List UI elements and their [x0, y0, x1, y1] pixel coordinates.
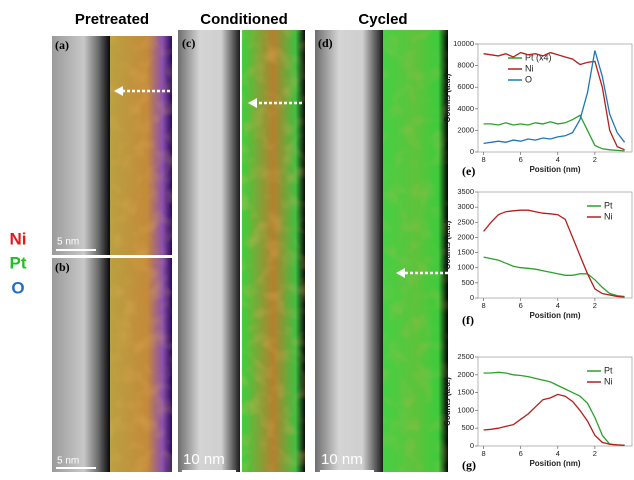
panel-label: (g) — [462, 458, 476, 472]
y-tick-label: 0 — [470, 441, 474, 450]
x-tick-label: 2 — [593, 301, 597, 310]
panel-label: (d) — [318, 36, 333, 50]
element-label: Pt — [10, 253, 27, 272]
y-tick-label: 1500 — [457, 388, 474, 397]
y-tick-label: 2000 — [457, 125, 474, 134]
y-tick-label: 2000 — [457, 370, 474, 379]
legend-label: O — [525, 74, 532, 84]
legend-label: Ni — [604, 376, 613, 386]
column-header: Pretreated — [75, 11, 149, 28]
y-axis-label: Counts (a.u.) — [443, 377, 452, 426]
y-tick-label: 3000 — [457, 202, 474, 211]
y-tick-label: 2000 — [457, 232, 474, 241]
page: {"header": {"columns": ["Pretreated", "C… — [0, 0, 634, 475]
scale-bar-label: 10 nm — [183, 451, 225, 468]
y-axis-label: Counts (a.u.) — [443, 220, 452, 269]
scale-bar-label: 5 nm — [57, 456, 79, 467]
series-line — [484, 210, 625, 297]
panel-label: (a) — [55, 38, 69, 52]
scale-bar-label: 5 nm — [57, 237, 79, 248]
panel-label: (b) — [55, 260, 70, 274]
y-axis-label: Counts (a.u.) — [443, 73, 452, 122]
x-tick-label: 8 — [481, 301, 485, 310]
y-tick-label: 1000 — [457, 263, 474, 272]
micrograph — [52, 36, 110, 255]
y-tick-label: 0 — [470, 147, 474, 156]
element-label: Ni — [10, 229, 27, 248]
x-tick-label: 6 — [519, 301, 523, 310]
map-texture — [242, 30, 305, 472]
series-line — [484, 257, 625, 296]
micrograph — [52, 258, 110, 472]
x-tick-label: 8 — [481, 449, 485, 458]
column-header: Conditioned — [200, 11, 287, 28]
micrograph — [315, 30, 383, 472]
y-tick-label: 8000 — [457, 61, 474, 70]
scale-bar-label: 10 nm — [321, 451, 363, 468]
x-tick-label: 2 — [593, 155, 597, 164]
y-tick-label: 3500 — [457, 187, 474, 196]
x-axis-label: Position (nm) — [529, 165, 580, 174]
x-tick-label: 8 — [481, 155, 485, 164]
map-texture — [383, 30, 448, 472]
series-line — [484, 53, 625, 150]
y-tick-label: 2500 — [457, 352, 474, 361]
y-tick-label: 6000 — [457, 82, 474, 91]
y-tick-label: 1500 — [457, 248, 474, 257]
x-tick-label: 2 — [593, 449, 597, 458]
panel-label: (c) — [182, 36, 195, 50]
y-tick-label: 1000 — [457, 405, 474, 414]
x-tick-label: 4 — [556, 449, 560, 458]
panel-label: (f) — [462, 313, 474, 327]
panel-label: (e) — [462, 164, 475, 178]
legend-label: Pt — [604, 200, 613, 210]
legend-label: Pt — [604, 365, 613, 375]
plot-frame — [478, 44, 632, 152]
element-label: O — [11, 278, 24, 297]
x-tick-label: 4 — [556, 301, 560, 310]
y-tick-label: 500 — [461, 423, 474, 432]
x-tick-label: 4 — [556, 155, 560, 164]
y-tick-label: 10000 — [453, 39, 474, 48]
series-line — [484, 115, 625, 151]
legend-label: Ni — [604, 211, 613, 221]
x-axis-label: Position (nm) — [529, 311, 580, 320]
map-texture — [110, 258, 172, 472]
x-axis-label: Position (nm) — [529, 459, 580, 468]
legend-label: Ni — [525, 63, 534, 73]
column-header: Cycled — [358, 11, 407, 28]
map-texture — [110, 36, 172, 255]
figure: Pretreated Conditioned Cycled (a) (b) (c… — [0, 0, 634, 475]
y-tick-label: 2500 — [457, 217, 474, 226]
x-tick-label: 6 — [519, 155, 523, 164]
x-tick-label: 6 — [519, 449, 523, 458]
y-tick-label: 0 — [470, 293, 474, 302]
y-tick-label: 4000 — [457, 104, 474, 113]
micrograph — [178, 30, 240, 472]
y-tick-label: 500 — [461, 278, 474, 287]
